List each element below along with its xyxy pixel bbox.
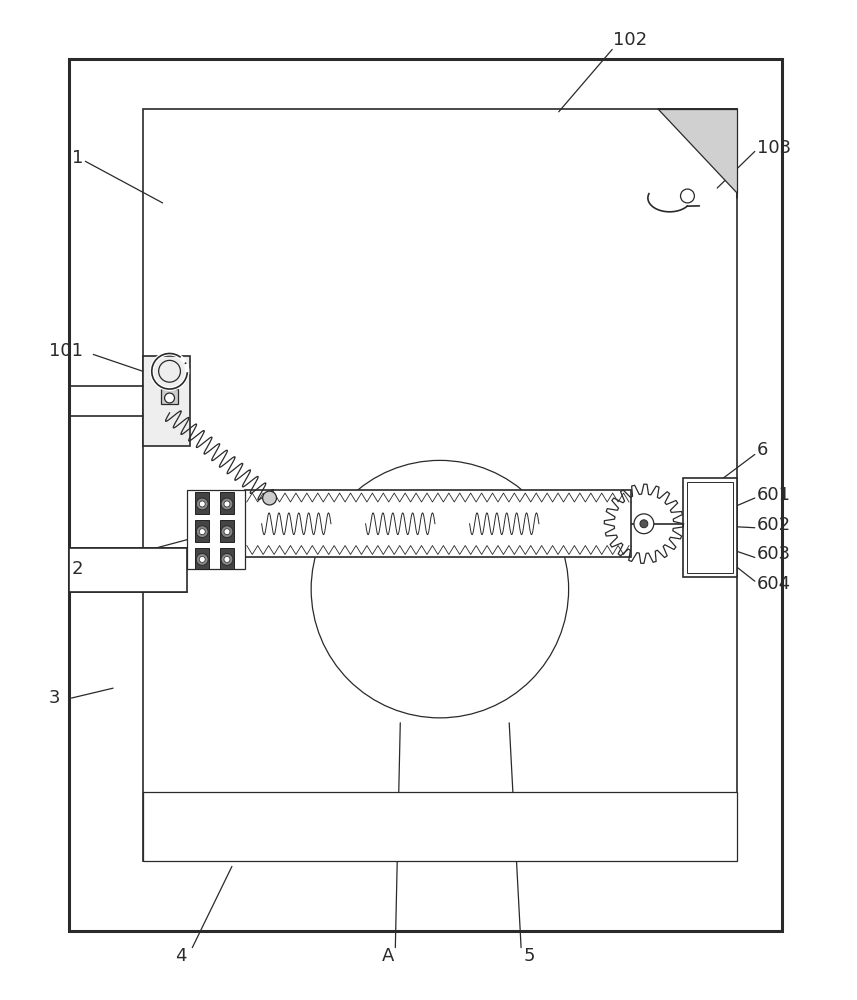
Text: 2: 2	[71, 560, 83, 578]
Bar	[69, 548, 188, 592]
Circle shape	[165, 393, 175, 403]
Circle shape	[224, 556, 230, 562]
Circle shape	[224, 501, 230, 507]
Bar	[69, 59, 782, 931]
Circle shape	[199, 556, 205, 562]
Circle shape	[199, 501, 205, 507]
Text: 602: 602	[757, 516, 791, 534]
Bar	[687, 482, 733, 573]
Bar	[143, 109, 737, 861]
Bar	[684, 478, 737, 577]
Text: 5: 5	[524, 947, 535, 965]
Bar	[195, 520, 209, 542]
Bar	[160, 389, 178, 404]
Bar	[188, 490, 245, 569]
Text: 103: 103	[757, 139, 791, 157]
Circle shape	[224, 529, 230, 535]
Circle shape	[634, 514, 654, 534]
Circle shape	[221, 526, 233, 538]
Bar	[220, 492, 234, 514]
Circle shape	[196, 498, 208, 510]
Bar	[245, 490, 631, 557]
Circle shape	[196, 526, 208, 538]
Text: 601: 601	[757, 486, 791, 504]
Circle shape	[640, 520, 648, 528]
Bar	[220, 520, 234, 542]
Text: 4: 4	[175, 947, 186, 965]
Bar	[220, 548, 234, 569]
Text: 102: 102	[614, 31, 647, 49]
Circle shape	[199, 529, 205, 535]
Circle shape	[221, 553, 233, 565]
Text: 604: 604	[757, 575, 791, 593]
Circle shape	[196, 553, 208, 565]
Bar	[195, 548, 209, 569]
Circle shape	[221, 498, 233, 510]
Bar	[143, 792, 737, 861]
Bar	[143, 356, 190, 446]
Text: 1: 1	[71, 149, 83, 167]
Bar	[195, 492, 209, 514]
Text: 603: 603	[757, 545, 791, 563]
Text: 6: 6	[757, 441, 768, 459]
Text: 3: 3	[49, 689, 60, 707]
Text: 101: 101	[49, 342, 83, 360]
Polygon shape	[658, 109, 737, 193]
Text: A: A	[382, 947, 394, 965]
Circle shape	[262, 491, 277, 505]
